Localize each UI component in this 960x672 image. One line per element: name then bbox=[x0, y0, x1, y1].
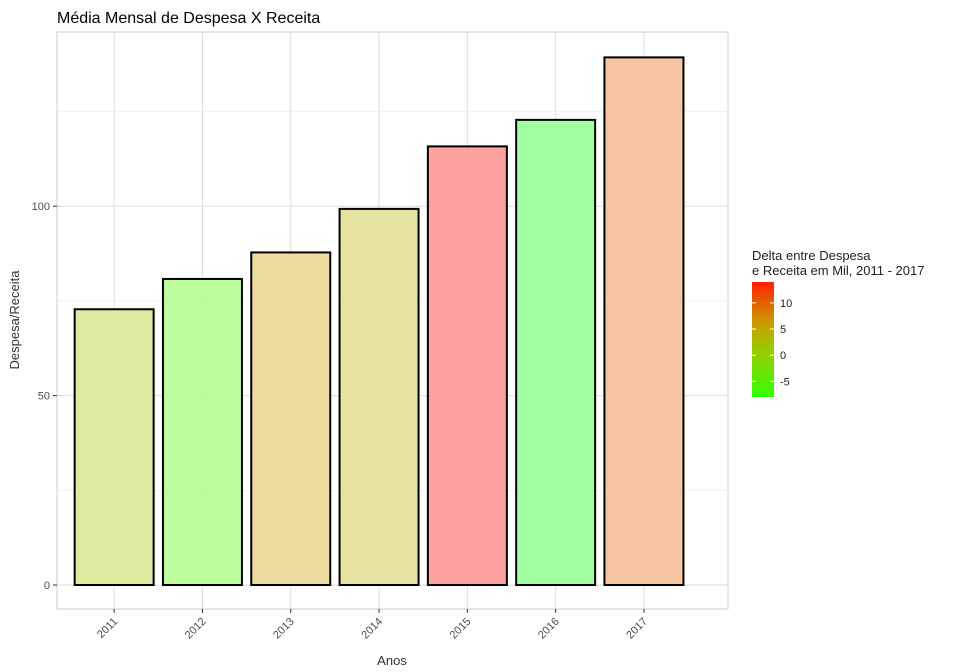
y-tick-label: 50 bbox=[38, 391, 50, 403]
x-tick-label: 2013 bbox=[271, 616, 297, 642]
x-tick-label: 2011 bbox=[95, 616, 120, 641]
bar-2011 bbox=[73, 308, 155, 586]
chart-title: Média Mensal de Despesa X Receita bbox=[57, 10, 320, 27]
legend-ticks: -5 0 5 10 bbox=[752, 298, 792, 388]
legend-tick-label: 10 bbox=[780, 298, 792, 310]
x-tick-label: 2017 bbox=[624, 616, 650, 642]
y-tick-label: 0 bbox=[44, 580, 50, 592]
x-axis-ticks: 2011 2012 2013 2014 2015 2016 2017 bbox=[95, 609, 650, 641]
legend-tick-label: 0 bbox=[780, 350, 786, 362]
x-tick-label: 2016 bbox=[536, 616, 562, 642]
plot-border bbox=[56, 31, 729, 610]
bar-2016 bbox=[515, 118, 597, 587]
bar-2014 bbox=[338, 207, 420, 586]
legend-title-line2: e Receita em Mil, 2011 - 2017 bbox=[752, 263, 924, 278]
legend-colorbar bbox=[752, 282, 774, 397]
legend-tick-label: 5 bbox=[780, 324, 786, 336]
bars bbox=[73, 56, 685, 587]
x-tick-label: 2014 bbox=[359, 616, 385, 642]
legend: Delta entre Despesa e Receita em Mil, 20… bbox=[752, 248, 924, 397]
bar-2013 bbox=[250, 251, 332, 586]
y-axis-ticks: 0 50 100 bbox=[32, 201, 57, 592]
legend-tick-label: -5 bbox=[780, 376, 790, 388]
bar-2015 bbox=[426, 145, 508, 586]
x-tick-label: 2012 bbox=[183, 616, 209, 642]
bar-2017 bbox=[603, 56, 685, 587]
bar-2012 bbox=[161, 277, 243, 586]
y-tick-label: 100 bbox=[32, 201, 50, 213]
legend-title-line1: Delta entre Despesa bbox=[752, 248, 871, 263]
x-axis-title: Anos bbox=[377, 653, 407, 668]
x-tick-label: 2015 bbox=[448, 616, 474, 642]
y-axis-title: Despesa/Receita bbox=[7, 270, 22, 370]
